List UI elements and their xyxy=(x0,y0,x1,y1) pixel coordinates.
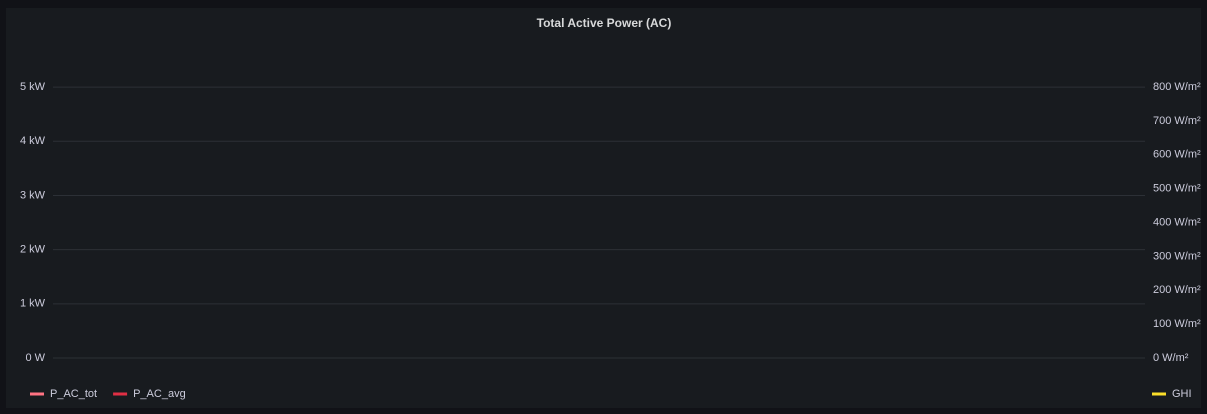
y-tick-label: 3 kW xyxy=(20,189,46,201)
legend-label: P_AC_avg xyxy=(133,388,186,400)
y-tick-label: 1 kW xyxy=(20,298,46,310)
chart-title: Total Active Power (AC) xyxy=(537,16,672,30)
y-tick-label: 4 kW xyxy=(20,135,46,147)
panel xyxy=(6,8,1201,408)
y2-tick-label: 600 W/m² xyxy=(1153,149,1201,161)
y2-tick-label: 800 W/m² xyxy=(1153,81,1201,93)
y2-tick-label: 700 W/m² xyxy=(1153,115,1201,127)
legend-label: GHI xyxy=(1172,388,1192,400)
y-tick-label: 5 kW xyxy=(20,81,46,93)
y2-tick-label: 0 W/m² xyxy=(1153,352,1189,364)
y2-tick-label: 200 W/m² xyxy=(1153,284,1201,296)
y2-tick-label: 400 W/m² xyxy=(1153,216,1201,228)
y2-tick-label: 300 W/m² xyxy=(1153,250,1201,262)
y2-tick-label: 500 W/m² xyxy=(1153,183,1201,195)
y-tick-label: 0 W xyxy=(25,352,45,364)
legend-label: P_AC_tot xyxy=(50,388,97,400)
y-tick-label: 2 kW xyxy=(20,244,46,256)
y2-tick-label: 100 W/m² xyxy=(1153,318,1201,330)
